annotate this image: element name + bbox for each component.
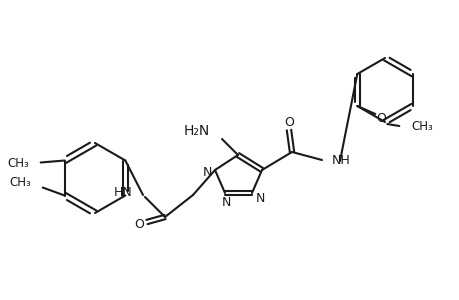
Text: N: N (202, 166, 211, 178)
Text: NH: NH (331, 154, 350, 167)
Text: H₂N: H₂N (183, 124, 210, 138)
Text: O: O (284, 116, 293, 128)
Text: O: O (375, 112, 386, 125)
Text: HN: HN (114, 187, 133, 200)
Text: N: N (255, 191, 264, 205)
Text: O: O (134, 218, 144, 232)
Text: N: N (221, 196, 230, 208)
Text: CH₃: CH₃ (410, 119, 432, 133)
Text: CH₃: CH₃ (9, 176, 31, 189)
Text: CH₃: CH₃ (7, 157, 28, 170)
